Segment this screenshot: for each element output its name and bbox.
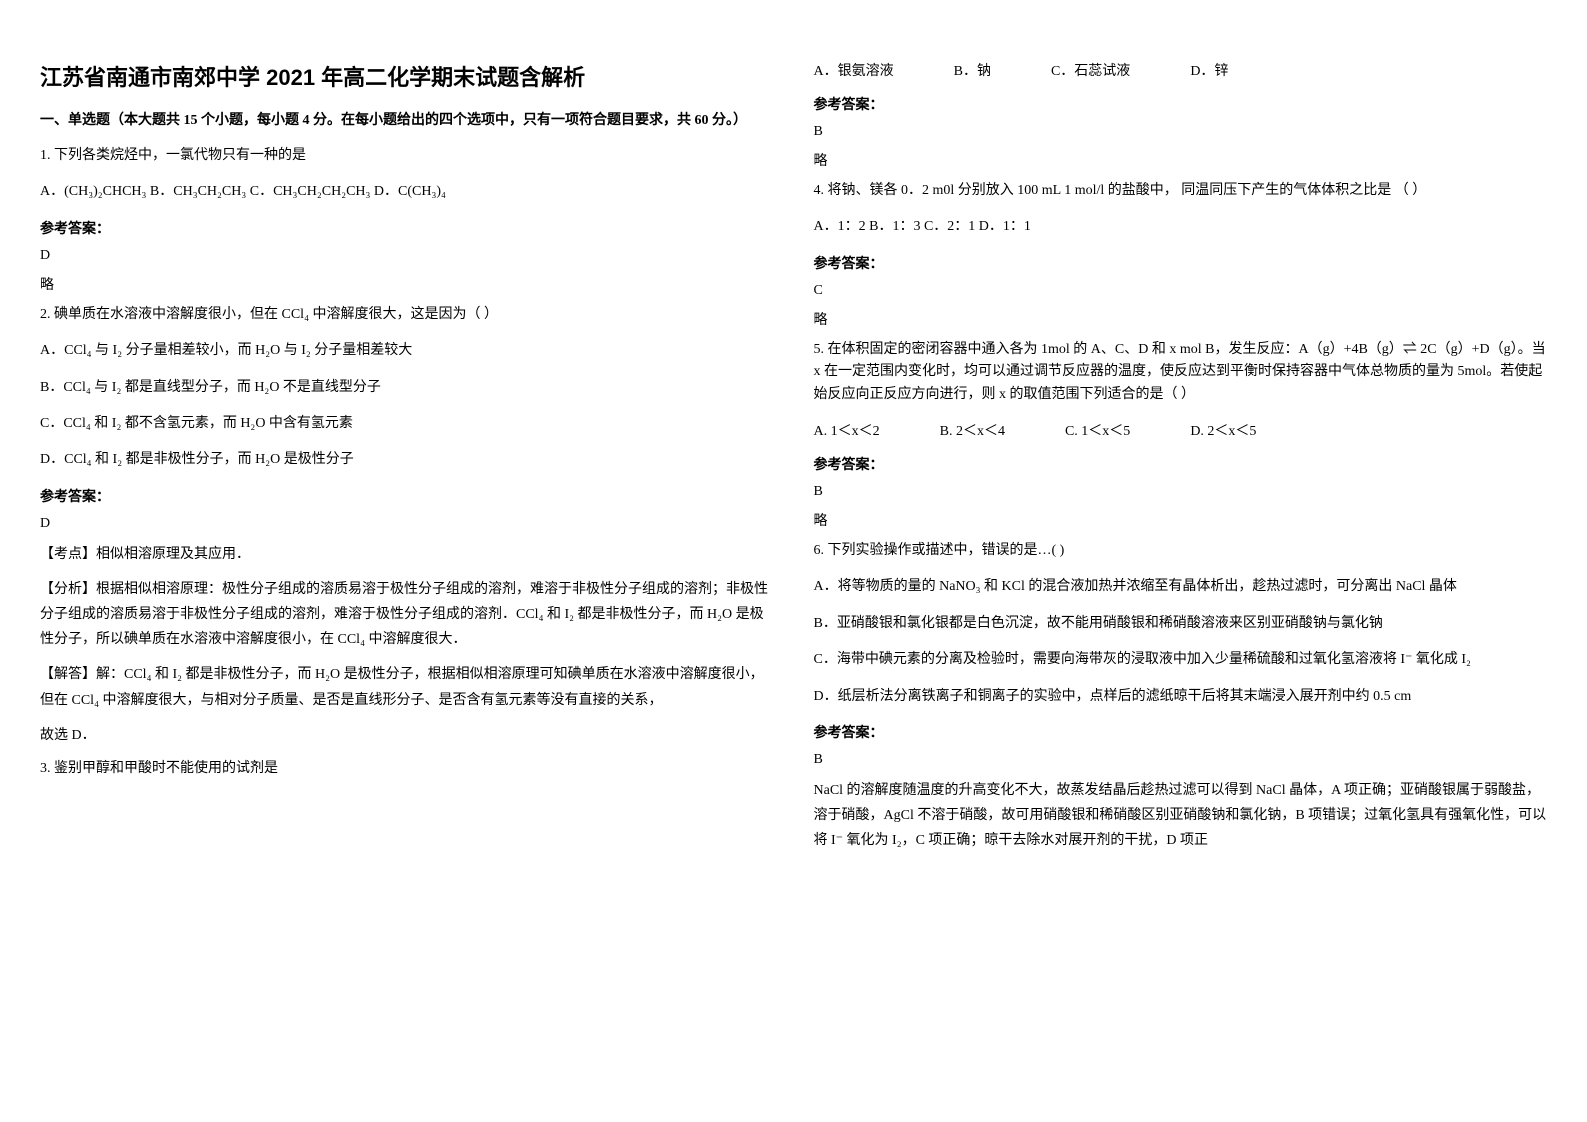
q6-answer-label: 参考答案： <box>814 722 1548 742</box>
q5-stem: 5. 在体积固定的密闭容器中通入各为 1mol 的 A、C、D 和 x mol … <box>814 339 1548 406</box>
q3-answer: B <box>814 124 1548 140</box>
left-column: 江苏省南通市南郊中学 2021 年高二化学期末试题含解析 一、单选题（本大题共 … <box>40 60 774 1062</box>
q2-answer: D <box>40 516 774 532</box>
q4-answer: C <box>814 283 1548 299</box>
q6-optB: B．亚硝酸银和氯化银都是白色沉淀，故不能用硝酸银和稀硝酸溶液来区别亚硝酸钠与氯化… <box>814 613 1548 635</box>
q6-optD: D．纸层析法分离铁离子和铜离子的实验中，点样后的滤纸晾干后将其末端浸入展开剂中约… <box>814 686 1548 708</box>
q1-note: 略 <box>40 274 774 294</box>
q6-answer: B <box>814 752 1548 768</box>
q4-options: A．1：2 B．1：3 C．2：1 D．1：1 <box>814 216 1548 238</box>
q1-answer-label: 参考答案： <box>40 218 774 238</box>
q4-stem: 4. 将钠、镁各 0．2 m0l 分别放入 100 mL 1 mol/l 的盐酸… <box>814 180 1548 202</box>
q2-optB: B．CCl₄ 与 I₂ 都是直线型分子，而 H₂O 不是直线型分子 <box>40 377 774 399</box>
q4-note: 略 <box>814 309 1548 329</box>
q2-answer-label: 参考答案： <box>40 486 774 506</box>
q4-answer-label: 参考答案： <box>814 253 1548 273</box>
q2-optA: A．CCl₄ 与 I₂ 分子量相差较小，而 H₂O 与 I₂ 分子量相差较大 <box>40 340 774 362</box>
q2-analysis: 【分析】根据相似相溶原理：极性分子组成的溶质易溶于极性分子组成的溶剂，难溶于非极… <box>40 577 774 653</box>
q3-stem: 3. 鉴别甲醇和甲酸时不能使用的试剂是 <box>40 758 774 780</box>
q5-answer-label: 参考答案： <box>814 454 1548 474</box>
q1-stem: 1. 下列各类烷烃中，一氯代物只有一种的是 <box>40 145 774 167</box>
right-column: A．银氨溶液 B．钠 C．石蕊试液 D．锌 参考答案： B 略 4. 将钠、镁各… <box>814 60 1548 1062</box>
q2-point: 【考点】相似相溶原理及其应用． <box>40 542 774 567</box>
q2-solve: 【解答】解：CCl₄ 和 I₂ 都是非极性分子，而 H₂O 是极性分子，根据相似… <box>40 662 774 712</box>
q1-options: A．(CH₃)₂CHCH₃ B．CH₃CH₂CH₃ C．CH₃CH₂CH₂CH₃… <box>40 181 774 203</box>
q3-optA: A．银氨溶液 <box>814 60 894 80</box>
q3-answer-label: 参考答案： <box>814 94 1548 114</box>
q3-note: 略 <box>814 150 1548 170</box>
q6-optC: C．海带中碘元素的分离及检验时，需要向海带灰的浸取液中加入少量稀硫酸和过氧化氢溶… <box>814 649 1548 671</box>
q3-optC: C．石蕊试液 <box>1051 60 1130 80</box>
q2-optC: C．CCl₄ 和 I₂ 都不含氢元素，而 H₂O 中含有氢元素 <box>40 413 774 435</box>
q6-explain: NaCl 的溶解度随温度的升高变化不大，故蒸发结晶后趁热过滤可以得到 NaCl … <box>814 778 1548 854</box>
q5-options-row: A. 1＜x＜2 B. 2＜x＜4 C. 1＜x＜5 D. 2＜x＜5 <box>814 420 1548 440</box>
q5-optA: A. 1＜x＜2 <box>814 420 880 440</box>
q6-stem: 6. 下列实验操作或描述中，错误的是…( ) <box>814 540 1548 562</box>
exam-title: 江苏省南通市南郊中学 2021 年高二化学期末试题含解析 <box>40 60 774 92</box>
q5-optB: B. 2＜x＜4 <box>940 420 1005 440</box>
q5-note: 略 <box>814 510 1548 530</box>
q5-optC: C. 1＜x＜5 <box>1065 420 1130 440</box>
q5-answer: B <box>814 484 1548 500</box>
q2-stem: 2. 碘单质在水溶液中溶解度很小，但在 CCl₄ 中溶解度很大，这是因为（ ） <box>40 304 774 326</box>
q2-optD: D．CCl₄ 和 I₂ 都是非极性分子，而 H₂O 是极性分子 <box>40 449 774 471</box>
q3-optB: B．钠 <box>954 60 991 80</box>
q1-answer: D <box>40 248 774 264</box>
q6-optA: A．将等物质的量的 NaNO₃ 和 KCl 的混合液加热并浓缩至有晶体析出，趁热… <box>814 576 1548 598</box>
q5-optD: D. 2＜x＜5 <box>1190 420 1256 440</box>
section-header: 一、单选题（本大题共 15 个小题，每小题 4 分。在每小题给出的四个选项中，只… <box>40 110 774 131</box>
q2-conclude: 故选 D． <box>40 723 774 748</box>
q3-optD: D．锌 <box>1190 60 1228 80</box>
q3-options-row: A．银氨溶液 B．钠 C．石蕊试液 D．锌 <box>814 60 1548 80</box>
